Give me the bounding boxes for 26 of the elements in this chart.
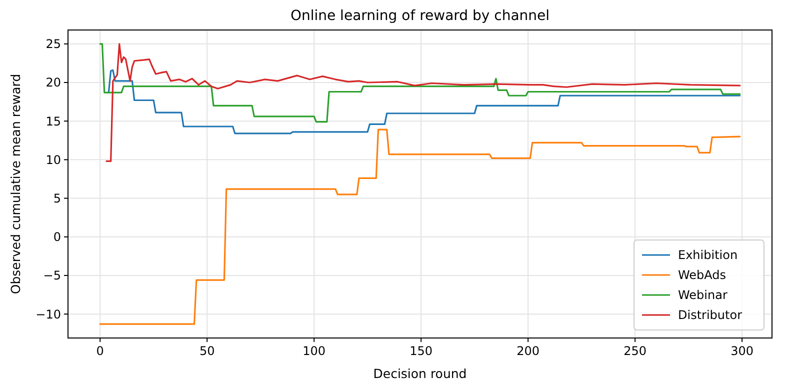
y-tick-label: 5	[53, 191, 61, 206]
y-tick-label: 15	[46, 114, 61, 128]
legend-label: Exhibition	[678, 248, 738, 262]
legend-label: Distributor	[678, 308, 742, 322]
x-tick-label: 100	[302, 344, 326, 358]
legend-label: Webinar	[678, 288, 728, 302]
line-series	[108, 69, 741, 134]
y-axis-title: Observed cumulative mean reward	[8, 74, 23, 294]
y-tick-label: −10	[36, 307, 61, 322]
line-series	[106, 43, 741, 162]
x-tick-label: 150	[410, 344, 433, 358]
y-tick-label: −5	[43, 268, 61, 283]
chart-title: Online learning of reward by channel	[290, 8, 550, 24]
y-tick-label: 25	[46, 37, 61, 52]
y-tick-label: 0	[53, 230, 61, 244]
y-tick-label: 10	[46, 152, 61, 167]
x-tick-label: 0	[96, 344, 104, 358]
legend-label: WebAds	[678, 268, 726, 282]
line-series	[99, 128, 741, 325]
x-tick-label: 200	[516, 344, 540, 358]
line-series	[99, 43, 741, 123]
x-tick-label: 250	[624, 344, 647, 358]
y-tick-label: 20	[46, 76, 61, 90]
x-tick-label: 300	[730, 344, 754, 358]
x-tick-label: 50	[199, 344, 215, 358]
x-axis-title: Decision round	[373, 366, 467, 381]
